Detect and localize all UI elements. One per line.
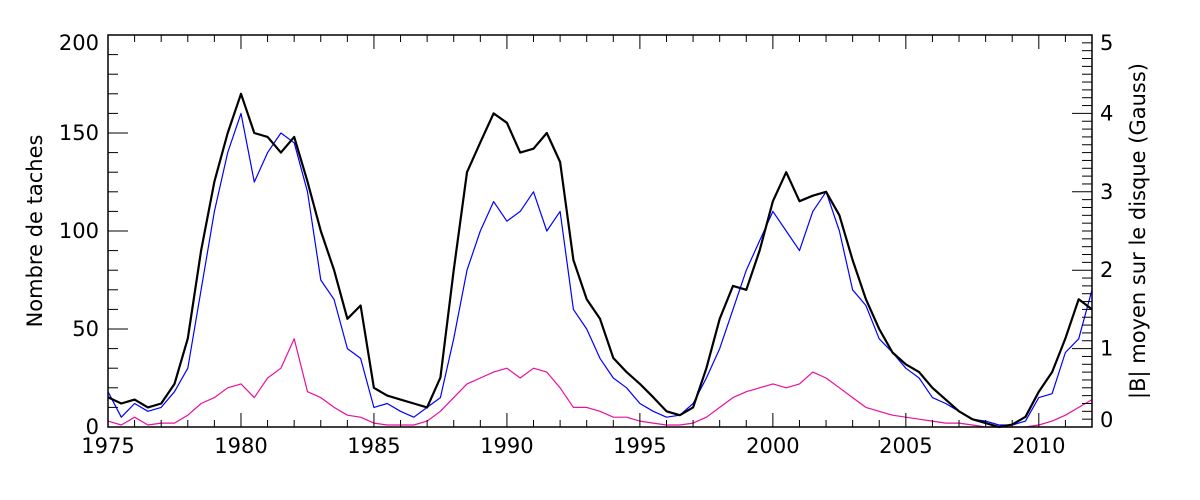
y-tick-label: 200 [59,31,99,55]
y-tick-labels: 0 50 100 150 200 [59,31,99,439]
x-tick-label: 1990 [480,434,533,458]
series-line-0 [107,112,1093,426]
y-right-tick-label: 5 [1100,31,1113,55]
y-right-tick-label: 1 [1100,337,1113,361]
y-right-tick-label: 4 [1100,101,1113,125]
series-line-1 [107,338,1093,428]
y-right-tick-label: 2 [1100,258,1113,282]
y-tick-label: 100 [59,219,99,243]
y-tick-label: 0 [86,415,99,439]
y-right-tick-label: 3 [1100,180,1113,204]
x-tick-label: 1980 [214,434,267,458]
y-right-tick-label: 0 [1100,408,1113,432]
x-tick-label: 2010 [1012,434,1065,458]
x-tick-label: 1975 [81,434,134,458]
y-axis-label: Nombre de taches [23,135,47,328]
x-tick-label: 2000 [746,434,799,458]
plot-frame [107,34,1093,428]
y-right-axis-label: |B| moyen sur le disque (Gauss) [1126,63,1151,399]
x-tick-label: 2005 [879,434,932,458]
x-tick-label: 1995 [613,434,666,458]
ticks-layer [107,34,1093,428]
series-line-2 [107,92,1093,429]
y-tick-label: 50 [72,317,99,341]
series-layer [107,92,1093,429]
x-tick-labels: 1975 1980 1985 1990 1995 2000 2005 2010 [81,434,1065,458]
y-tick-label: 150 [59,121,99,145]
x-tick-label: 1985 [347,434,400,458]
y-right-tick-labels: 0 1 2 3 4 5 [1100,31,1113,432]
